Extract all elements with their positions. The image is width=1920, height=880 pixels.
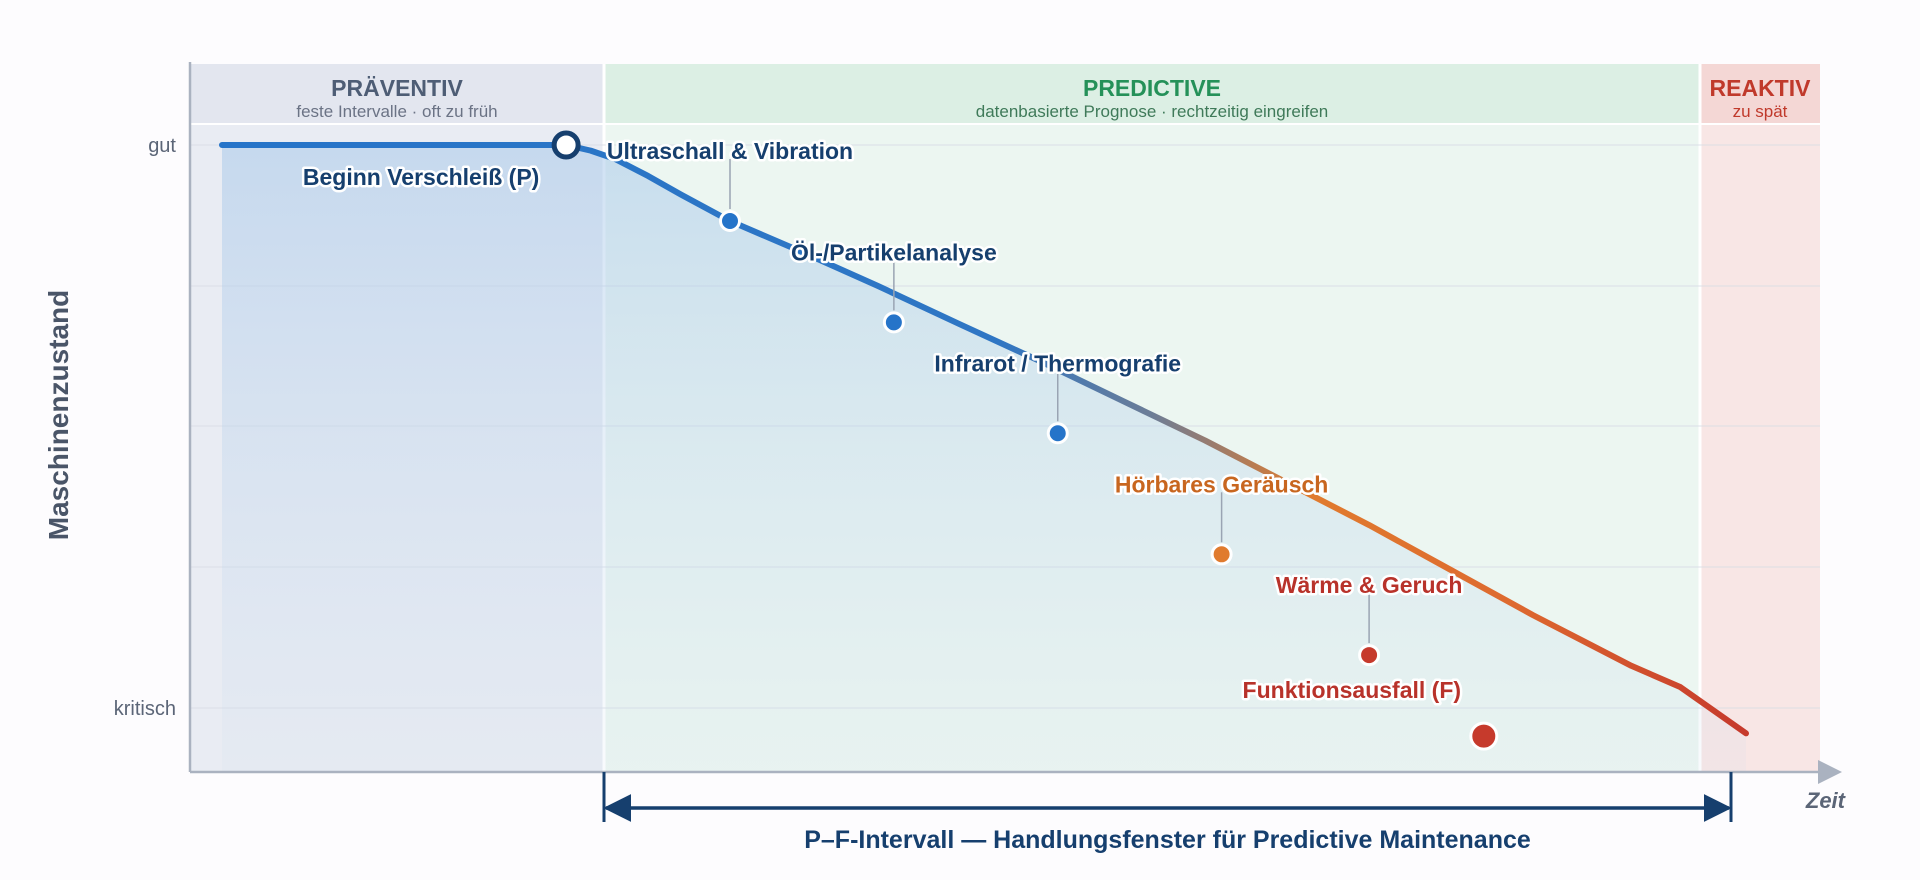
stage-label-f: Funktionsausfall (F) [1243, 677, 1462, 703]
stage-label: Hörbares Geräusch [1115, 471, 1328, 497]
interval-label: P–F-Intervall — Handlungsfenster für Pre… [804, 826, 1531, 854]
zone-header-praeventiv [190, 64, 604, 124]
stage-marker [719, 210, 741, 233]
stage-marker-p [551, 130, 581, 160]
y-tick-label: gut [148, 135, 176, 157]
condition-curve-line [219, 142, 1749, 737]
zone-title-predictive: PREDICTIVE [1083, 75, 1221, 101]
stage-label: Öl-/Partikelanalyse [791, 239, 997, 265]
stage-label: Wärme & Geruch [1276, 572, 1463, 598]
zone-header-predictive [604, 64, 1700, 124]
y-axis-title: Maschinenzustand [43, 290, 74, 540]
stage-label-p: Beginn Verschleiß (P) [303, 164, 539, 190]
stage-marker [1358, 644, 1381, 667]
stage-marker [1046, 422, 1069, 445]
axes: gut kritisch [114, 62, 1842, 784]
y-tick-label: kritisch [114, 698, 176, 720]
condition-curve [219, 142, 1749, 737]
zone-title-praeventiv: PRÄVENTIV [331, 75, 463, 101]
zone-subtitle-reaktiv: zu spät [1733, 102, 1788, 121]
stage-marker [1210, 543, 1233, 566]
pf-interval: P–F-Intervall — Handlungsfenster für Pre… [602, 772, 1733, 854]
stage-marker-f [1469, 721, 1499, 751]
curve-area-fill [222, 145, 1746, 772]
zone-subtitle-praeventiv: feste Intervalle · oft zu früh [296, 102, 497, 121]
x-axis-title: Zeit [1805, 788, 1847, 813]
stage-label: Infrarot / Thermografie [934, 350, 1181, 376]
stage-marker [882, 311, 905, 334]
x-axis-arrowhead [1818, 760, 1842, 784]
stage-label: Ultraschall & Vibration [607, 138, 853, 164]
zone-title-reaktiv: REAKTIV [1710, 75, 1812, 101]
zone-header-reaktiv [1700, 64, 1820, 124]
stage-markers: Beginn Verschleiß (P) Ultraschall & Vibra… [300, 130, 1499, 751]
area-under-curve [222, 145, 1746, 772]
zone-reaktiv [1700, 64, 1820, 772]
zone-subtitle-predictive: datenbasierte Prognose · rechtzeitig ein… [976, 102, 1329, 121]
